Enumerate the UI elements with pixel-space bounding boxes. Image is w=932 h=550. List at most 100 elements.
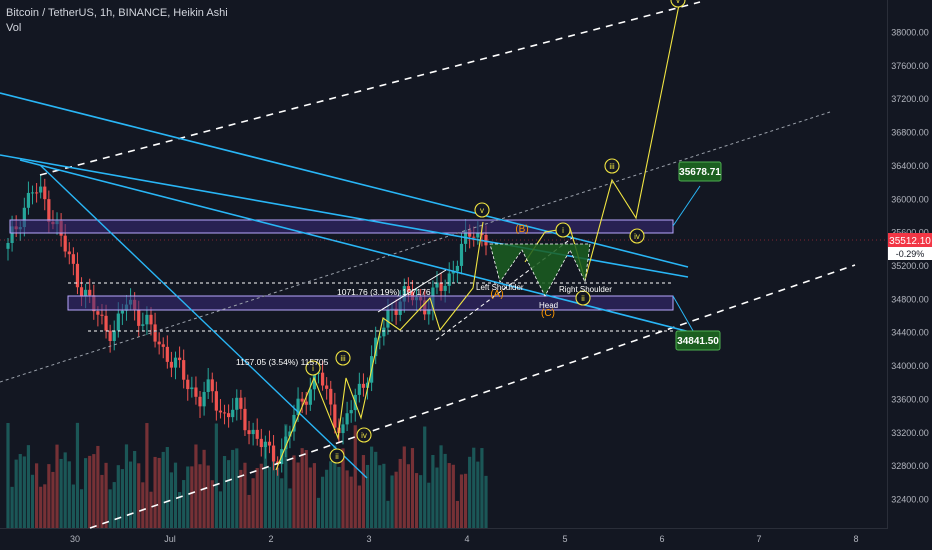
candle-body: [75, 263, 80, 288]
candle-body: [96, 311, 100, 315]
candle-body: [361, 383, 366, 388]
candle-body: [472, 236, 476, 238]
time-tick-label: 4: [464, 534, 469, 544]
volume-bar: [137, 463, 141, 528]
volume-bar: [214, 423, 218, 528]
price-tick-label: 36000.00: [891, 194, 929, 204]
volume-bar: [280, 478, 284, 528]
volume-bar: [190, 466, 194, 528]
time-tick-label: 3: [366, 534, 371, 544]
volume-bar: [6, 423, 10, 528]
volume-bar: [243, 462, 247, 528]
volume-bar: [463, 473, 468, 528]
time-tick-label: 6: [659, 534, 664, 544]
candle-body: [402, 286, 406, 302]
wave-label: iii: [609, 162, 615, 171]
candle-body: [26, 192, 31, 208]
volume-bar: [480, 448, 484, 528]
volume-bar: [218, 491, 223, 528]
time-tick-label: 2: [268, 534, 273, 544]
volume-bar: [104, 462, 108, 528]
time-axis-border: [0, 528, 888, 529]
price-tick-label: 34000.00: [891, 361, 929, 371]
volume-bar: [337, 466, 341, 528]
volume-bar: [112, 482, 116, 528]
left-shoulder-label: Left Shoulder: [476, 283, 524, 292]
candle-body: [194, 387, 198, 397]
corrective-label: (C): [541, 308, 555, 319]
current-price-label: 35512.10: [889, 236, 931, 247]
target-high-box[interactable]: [678, 161, 722, 182]
volume-bar: [157, 457, 161, 528]
price-tick-label: 38000.00: [891, 28, 929, 38]
price-tick-label: 33200.00: [891, 428, 929, 438]
time-tick-label: 5: [562, 534, 567, 544]
candle-body: [186, 379, 190, 390]
price-tick-label: 37200.00: [891, 94, 929, 104]
volume-bar: [263, 444, 267, 528]
candle-body: [120, 310, 124, 314]
candle-body: [218, 410, 223, 413]
volume-bar: [468, 456, 472, 528]
price-axis: 38000.00 37600.00 37200.00 36800.00 36400.00…: [891, 28, 929, 505]
current-change-tag: [888, 247, 932, 260]
candle-body: [251, 429, 255, 435]
wave-label: ii: [581, 294, 585, 303]
corrective-label: (A): [490, 289, 503, 300]
wave-label: i: [312, 364, 314, 373]
volume-bar: [320, 476, 325, 528]
volume-bar: [235, 448, 239, 528]
volume-bar: [308, 467, 312, 528]
candle-body: [304, 401, 308, 405]
candle-body: [349, 410, 353, 414]
candle-body: [406, 286, 410, 292]
support-zone: [67, 295, 674, 311]
price-axis-border: [887, 0, 888, 528]
volume-bar: [345, 470, 349, 528]
volume-bar: [14, 459, 18, 528]
candle-body: [394, 308, 398, 315]
volume-bar: [455, 500, 460, 528]
volume-bar: [71, 484, 75, 528]
wave-circle: [474, 202, 490, 218]
volume-bar: [108, 489, 112, 528]
volume-bar: [39, 486, 43, 528]
candle-body: [288, 431, 292, 437]
candle-body: [108, 330, 112, 342]
wave-circle: [329, 448, 345, 464]
candle-body: [222, 412, 227, 414]
candle-body: [239, 397, 243, 409]
channel-mid: [0, 111, 831, 383]
candle-body: [357, 383, 361, 395]
volume-bar: [231, 449, 235, 528]
volume-bar: [267, 466, 272, 528]
candle-body: [227, 413, 231, 418]
target-low-box[interactable]: [675, 330, 721, 351]
candle-body: [198, 396, 202, 407]
candle-body: [382, 327, 386, 337]
candle-body: [235, 397, 239, 410]
volume-bar: [210, 480, 214, 528]
time-tick-label: 8: [853, 534, 858, 544]
candle-body: [214, 391, 218, 411]
candle-body: [141, 324, 145, 326]
candle-body: [84, 289, 88, 297]
wave-label: v: [480, 206, 484, 215]
volume-bar: [161, 451, 165, 528]
candle-body: [190, 387, 194, 390]
candle-body: [345, 413, 349, 425]
candle-body: [447, 273, 451, 286]
volume-bar: [312, 463, 317, 528]
target-arrow-high: [672, 185, 701, 227]
candle-body: [116, 313, 120, 331]
candle-body: [365, 382, 370, 388]
price-tick-label: 33600.00: [891, 394, 929, 404]
volume-bar: [47, 464, 51, 528]
head-label: Head: [539, 301, 558, 310]
candle-body: [231, 409, 235, 418]
price-tick-label: 32800.00: [891, 461, 929, 471]
time-tick-label: 30: [70, 534, 80, 544]
candle-body: [427, 309, 431, 315]
candle-body: [386, 310, 390, 328]
